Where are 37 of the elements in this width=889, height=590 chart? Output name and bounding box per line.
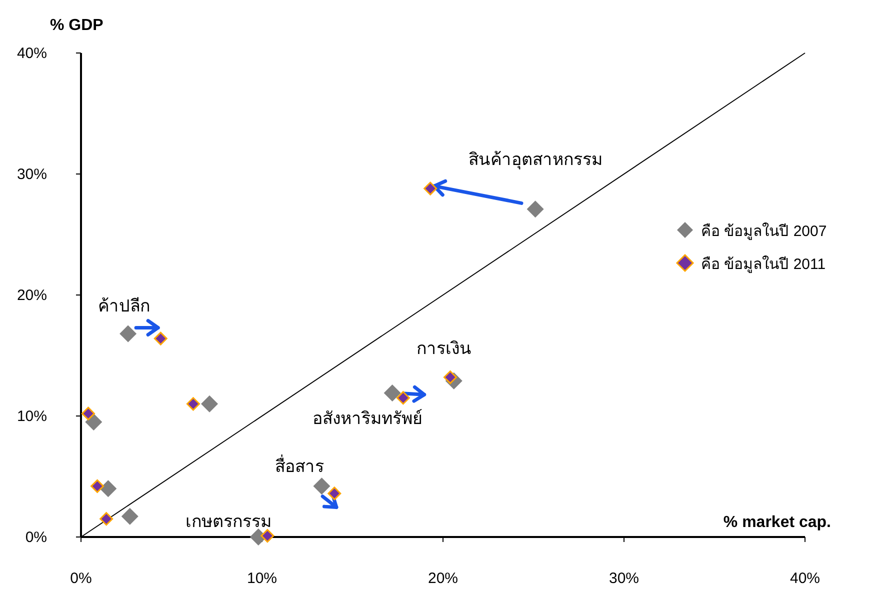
point [154,332,168,346]
annotation: การเงิน [416,338,472,358]
x-tick-label: 30% [608,570,640,587]
annotation: สินค้าอุตสาหกรรม [468,150,602,170]
point [396,391,410,405]
point [90,479,104,493]
point [100,512,114,526]
x-axis-title: % market cap. [723,514,831,531]
point [526,200,544,218]
point [186,397,200,411]
y-tick-label: 40% [16,45,47,62]
point [328,486,342,500]
y-tick-label: 20% [16,287,47,304]
annotation: ค้าปลีก [98,296,150,316]
y-tick-label: 30% [16,166,47,183]
x-tick-label: 0% [70,570,92,587]
x-tick-label: 20% [428,570,458,587]
point [260,529,274,543]
point [100,480,117,498]
point [121,508,138,525]
legend-label: คือ ข้อมูลในปี 2007 [701,222,827,240]
annotation: เกษตรกรรม [185,512,272,531]
x-tick-label: 40% [790,570,820,587]
annotation: สื่อสาร [275,454,324,476]
annotation: อสังหาริมทรัพย์ [312,409,422,428]
point [201,395,218,412]
legend-label: คือ ข้อมูลในปี 2011 [701,255,826,273]
x-tick-label: 10% [246,570,278,587]
y-tick-label: 10% [16,408,47,425]
point [424,182,438,196]
point [120,325,137,342]
y-axis-title: % GDP [50,17,104,34]
y-tick-label: 0% [25,529,47,546]
point [313,478,330,495]
point [384,384,401,402]
point [85,414,102,431]
point [81,406,95,420]
